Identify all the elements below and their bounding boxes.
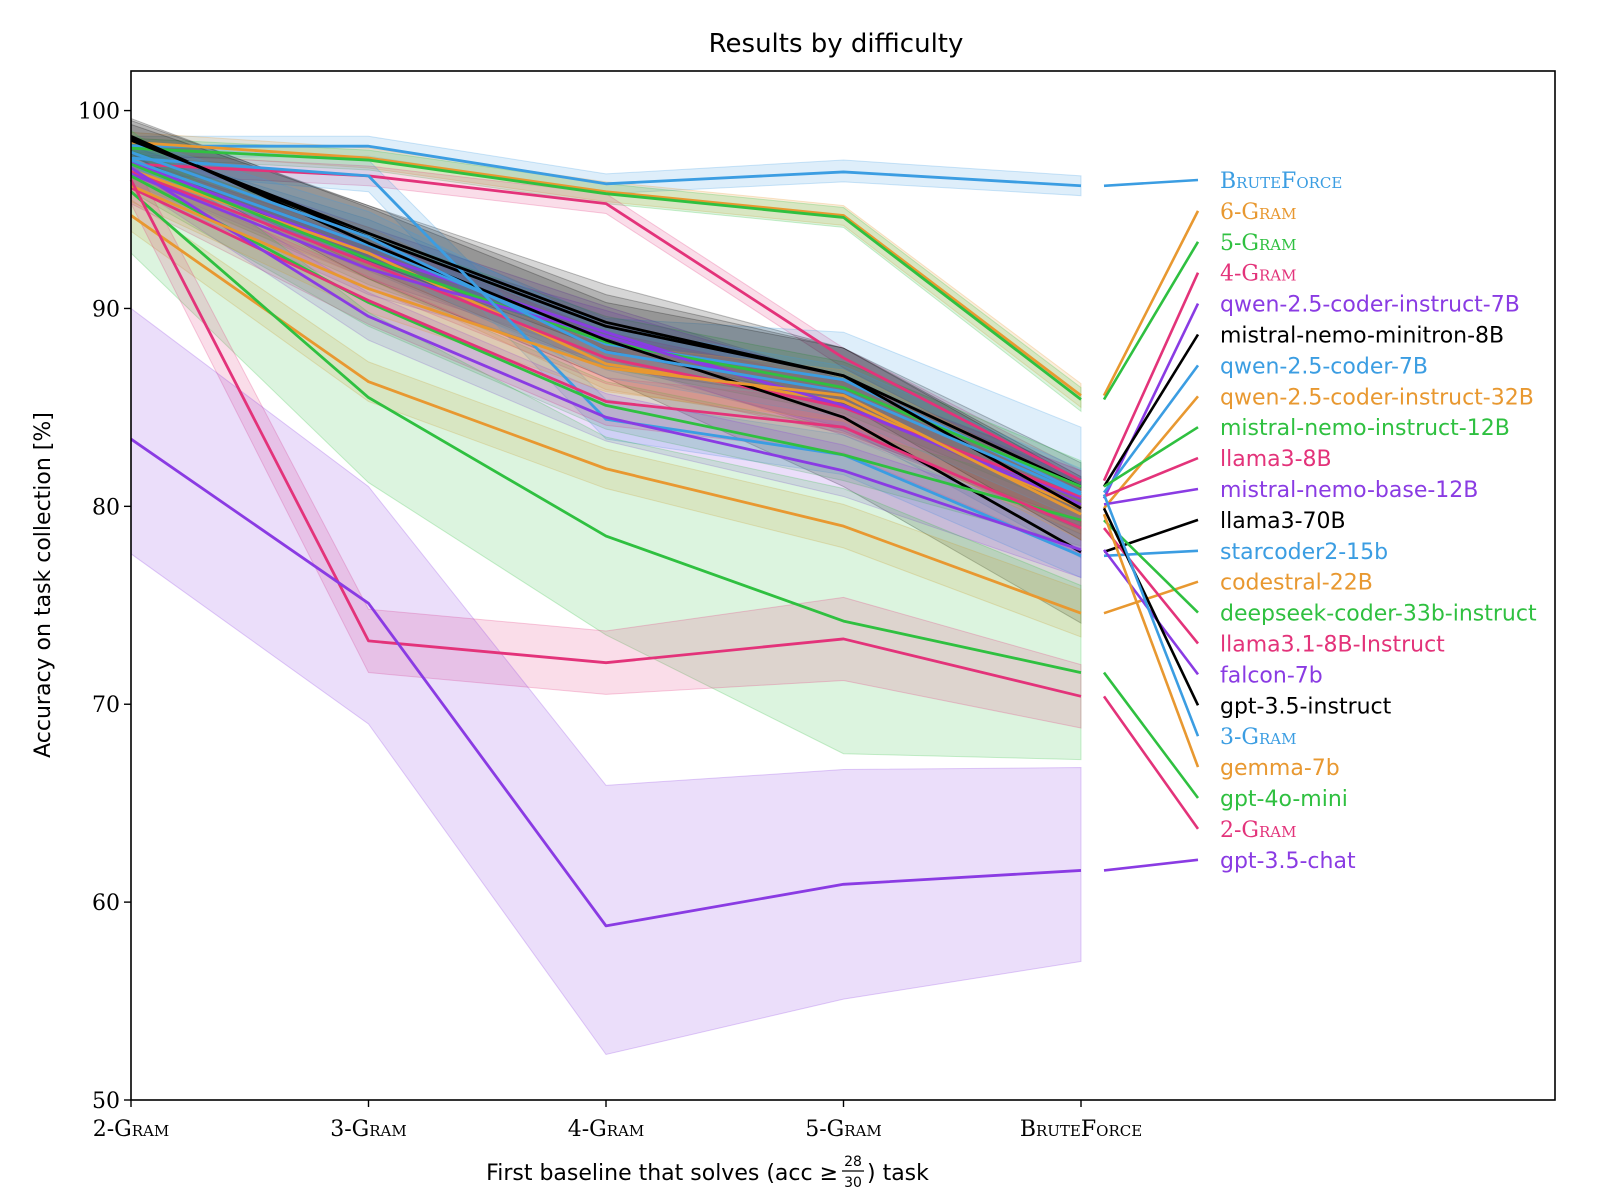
legend-connector-qwen-2-5-coder-instruct-7b: [1102, 303, 1200, 499]
legend-connector-4-gram: [1102, 272, 1200, 482]
line-4-gram: [130, 162, 1082, 482]
line-gpt-3-5-instruct: [130, 138, 1082, 510]
legend-label-gemma-7b: gemma-7b: [1220, 756, 1340, 781]
legend-label-llama3-70b: llama3-70B: [1220, 509, 1346, 534]
legend: BruteForce 6-Gram 5-Gram 4-Gram qwen-2.5-cod…: [1102, 169, 1537, 874]
legend-label-deepseek-coder-33b-instruct: deepseek-coder-33b-instruct: [1220, 602, 1537, 627]
legend-connector-gemma-7b: [1102, 513, 1200, 768]
x-axis-label-suffix: ) task: [867, 1161, 929, 1186]
line-deepseek-coder-33b-instruct: [130, 174, 1082, 522]
legend-label-llama3-8b: llama3-8B: [1220, 447, 1332, 472]
legend-connector-3-gram: [1102, 494, 1200, 737]
band-2-gram: [130, 155, 1082, 729]
band-gemma-7b: [130, 169, 1082, 541]
legend-connector-2-gram: [1102, 695, 1200, 830]
y-tick-label: 60: [92, 891, 120, 916]
y-tick-label: 90: [92, 297, 120, 322]
y-tick-label: 50: [92, 1089, 120, 1114]
legend-label-6-gram: 6-Gram: [1220, 200, 1297, 225]
line-falcon-7b: [130, 166, 1082, 552]
legend-label-qwen-2-5-coder-instruct-32b: qwen-2.5-coder-instruct-32B: [1220, 385, 1534, 410]
legend-label-gpt-4o-mini: gpt-4o-mini: [1220, 787, 1348, 812]
x-tick-label: 2-Gram: [93, 1117, 170, 1142]
x-axis-label-frac-den: 30: [844, 1175, 862, 1191]
y-tick-label: 70: [92, 693, 120, 718]
x-tick-label: 5-Gram: [805, 1117, 882, 1142]
line-bruteforce: [131, 144, 1082, 188]
confidence-bands: [130, 117, 1082, 1056]
line-gpt-3-5-chat: [130, 437, 1082, 928]
legend-label-mistral-nemo-minitron-8b: mistral-nemo-minitron-8B: [1220, 324, 1504, 349]
line-3-gram: [130, 150, 1082, 496]
legend-connector-5-gram: [1102, 241, 1200, 401]
x-tick-label: 3-Gram: [330, 1117, 407, 1142]
band-deepseek-coder-33b-instruct: [130, 159, 1082, 547]
legend-connector-llama3-8b: [1103, 456, 1199, 498]
legend-connector-qwen-2-5-coder-7b: [1102, 364, 1200, 494]
y-axis-ticks: 50 60 70 80 90 100: [78, 100, 131, 1114]
y-axis-label: Accuracy on task collection [%]: [31, 412, 56, 758]
legend-label-mistral-nemo-instruct-12b: mistral-nemo-instruct-12B: [1220, 416, 1510, 441]
line-mistral-nemo-base-12b: [130, 172, 1082, 506]
y-tick-label: 100: [78, 100, 120, 125]
legend-connector-gpt-3-5-chat: [1103, 858, 1199, 872]
legend-connector-mistral-nemo-minitron-8b: [1102, 333, 1200, 488]
line-qwen-2-5-coder-7b: [130, 158, 1082, 494]
x-axis-label-prefix: First baseline that solves (acc ≥: [486, 1161, 838, 1186]
band-llama3-1-8b-instruct: [130, 171, 1082, 555]
legend-label-2-gram: 2-Gram: [1220, 818, 1297, 843]
legend-label-4-gram: 4-Gram: [1220, 262, 1297, 287]
x-tick-label: BruteForce: [1020, 1117, 1142, 1142]
line-llama3-1-8b-instruct: [130, 186, 1082, 530]
line-2-gram: [129, 179, 1082, 698]
line-gpt-4o-mini: [130, 190, 1082, 674]
legend-label-falcon-7b: falcon-7b: [1220, 663, 1323, 688]
legend-connector-codestral-22b: [1103, 580, 1199, 615]
legend-label-gpt-3-5-chat: gpt-3.5-chat: [1220, 849, 1356, 874]
legend-connector-mistral-nemo-base-12b: [1103, 487, 1199, 506]
line-6-gram: [130, 140, 1082, 397]
legend-label-qwen-2-5-coder-instruct-7b: qwen-2.5-coder-instruct-7B: [1220, 293, 1520, 318]
legend-label-gpt-3-5-instruct: gpt-3.5-instruct: [1220, 694, 1392, 719]
legend-label-codestral-22b: codestral-22B: [1220, 571, 1373, 596]
series-lines: [129, 135, 1082, 928]
legend-connector-gpt-4o-mini: [1102, 671, 1200, 799]
legend-label-qwen-2-5-coder-7b: qwen-2.5-coder-7B: [1220, 354, 1428, 379]
band-starcoder2-15b: [130, 143, 1082, 579]
legend-label-3-gram: 3-Gram: [1220, 725, 1297, 750]
line-gemma-7b: [130, 184, 1082, 516]
y-tick-label: 80: [92, 495, 120, 520]
chart-title: Results by difficulty: [709, 29, 964, 59]
band-gpt-3-5-chat: [130, 307, 1082, 1056]
x-axis-label: First baseline that solves (acc ≥ 28 30 …: [486, 1154, 929, 1191]
line-starcoder2-15b: [130, 156, 1082, 558]
legend-connector-bruteforce: [1103, 178, 1199, 188]
legend-connector-gpt-3-5-instruct: [1102, 507, 1200, 706]
line-mistral-nemo-minitron-8b: [130, 136, 1082, 488]
line-5-gram: [130, 146, 1082, 401]
legend-connector-mistral-nemo-instruct-12b: [1103, 426, 1199, 488]
legend-label-mistral-nemo-base-12b: mistral-nemo-base-12B: [1220, 478, 1478, 503]
x-tick-label: 4-Gram: [568, 1117, 645, 1142]
band-gpt-4o-mini: [130, 129, 1082, 761]
legend-label-5-gram: 5-Gram: [1220, 231, 1297, 256]
band-4-gram: [130, 153, 1082, 492]
x-axis-label-frac-num: 28: [844, 1154, 862, 1170]
legend-connector-6-gram: [1102, 210, 1200, 397]
legend-label-llama3-1-8b-instruct: llama3.1-8B-Instruct: [1220, 633, 1445, 658]
legend-label-starcoder2-15b: starcoder2-15b: [1220, 540, 1388, 565]
line-codestral-22b: [130, 214, 1082, 615]
x-axis-ticks: 2-Gram 3-Gram 4-Gram 5-Gram BruteForce: [93, 1100, 1142, 1142]
legend-label-bruteforce: BruteForce: [1220, 169, 1342, 194]
legend-connector-llama3-1-8b-instruct: [1102, 527, 1200, 645]
